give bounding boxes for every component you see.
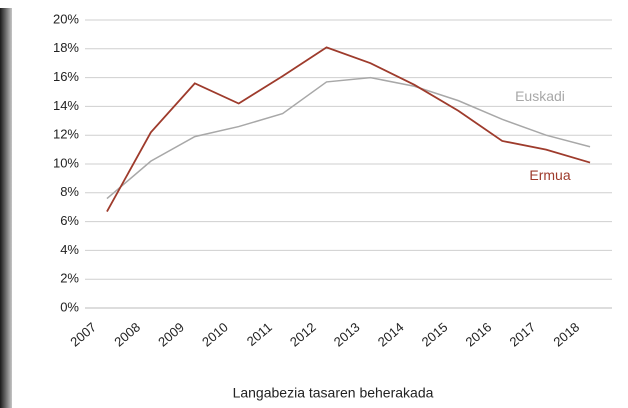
y-tick-label: 2% (60, 271, 79, 286)
series-line (106, 76, 591, 200)
series-label: Euskadi (515, 88, 565, 104)
series-label: Ermua (529, 167, 570, 183)
frame (12, 0, 628, 408)
y-tick-label: 6% (60, 213, 79, 228)
y-tick-label: 4% (60, 242, 79, 257)
y-tick-label: 12% (53, 127, 79, 142)
chart-title: Langabezia tasaren beherakada (233, 385, 434, 401)
y-tick-label: 14% (53, 98, 79, 113)
y-tick-label: 16% (53, 69, 79, 84)
y-tick-label: 18% (53, 40, 79, 55)
y-tick-label: 0% (60, 299, 79, 314)
y-tick-label: 8% (60, 184, 79, 199)
series-line (106, 46, 591, 212)
y-tick-label: 10% (53, 155, 79, 170)
y-tick-label: 20% (53, 11, 79, 26)
